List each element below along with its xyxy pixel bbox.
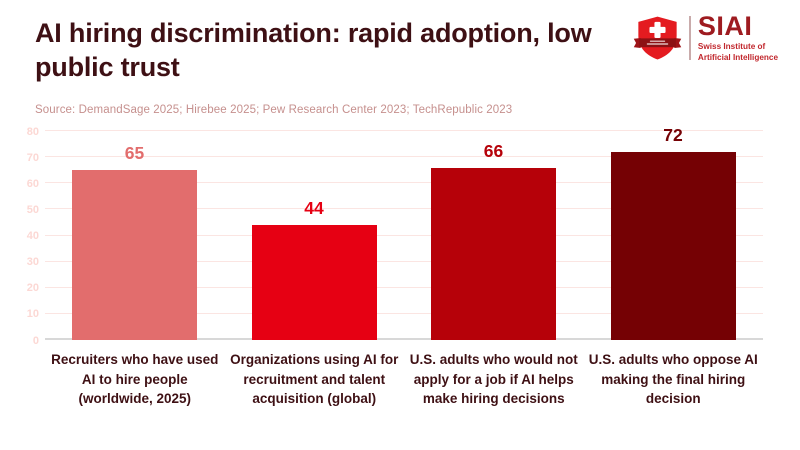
bar-3 xyxy=(431,167,557,340)
gridline-y70 xyxy=(45,156,763,158)
gridline-y80 xyxy=(45,130,763,131)
siai-logo: SIAI Swiss Institute of Artificial Intel… xyxy=(633,13,778,63)
page-title: AI hiring discrimination: rapid adoption… xyxy=(35,18,592,83)
source-citation: Source: DemandSage 2025; Hirebee 2025; P… xyxy=(35,104,513,116)
category-label-1: Recruiters who have used AI to hire peop… xyxy=(51,352,219,407)
y-tick-label: 50 xyxy=(26,203,39,216)
y-tick-label: 40 xyxy=(26,230,39,242)
plot-area: 0 10 20 30 40 50 60 70 80 65 44 66 72 xyxy=(27,125,763,347)
y-tick-label: 80 xyxy=(26,125,39,138)
bar-1 xyxy=(72,170,198,340)
bar-value-label: 65 xyxy=(124,143,145,164)
logo-subtitle-line1: Swiss Institute of xyxy=(697,42,766,52)
gridline-y0 xyxy=(45,338,763,340)
gridline-y20 xyxy=(45,286,763,288)
gridline-y50 xyxy=(45,208,763,210)
bar-value-label: 66 xyxy=(483,140,504,161)
logo-subtitle-line2: Artificial Intelligence xyxy=(697,52,778,62)
bar-value-label: 72 xyxy=(663,124,683,145)
y-tick-label: 20 xyxy=(26,282,39,295)
gridline-y30 xyxy=(45,260,763,262)
y-tick-label: 30 xyxy=(26,256,39,269)
logo-text: SIAI Swiss Institute of Artificial Intel… xyxy=(698,13,778,63)
y-tick-label: 60 xyxy=(26,177,39,190)
logo-subtitle: Swiss Institute of Artificial Intelligen… xyxy=(698,42,778,63)
gridline-y10 xyxy=(45,312,763,314)
category-label-2: Organizations using AI for recruitment a… xyxy=(230,352,399,407)
category-label-4: U.S. adults who oppose AI making the fin… xyxy=(588,352,758,407)
category-axis: Recruiters who have used AI to hire peop… xyxy=(45,350,763,409)
y-tick-label: 10 xyxy=(26,308,39,321)
logo-wordmark: SIAI xyxy=(697,11,753,42)
gridline-y40 xyxy=(45,234,763,236)
gridline-y60 xyxy=(45,182,763,184)
category-label-3: U.S. adults who would not apply for a jo… xyxy=(409,352,578,407)
logo-divider xyxy=(688,16,691,60)
y-tick-label: 70 xyxy=(26,151,39,164)
swiss-shield-icon xyxy=(633,16,682,60)
bar-2 xyxy=(251,225,377,340)
bar-value-label: 44 xyxy=(304,198,324,219)
y-tick-label: 0 xyxy=(32,334,39,347)
bar-4 xyxy=(610,151,736,340)
